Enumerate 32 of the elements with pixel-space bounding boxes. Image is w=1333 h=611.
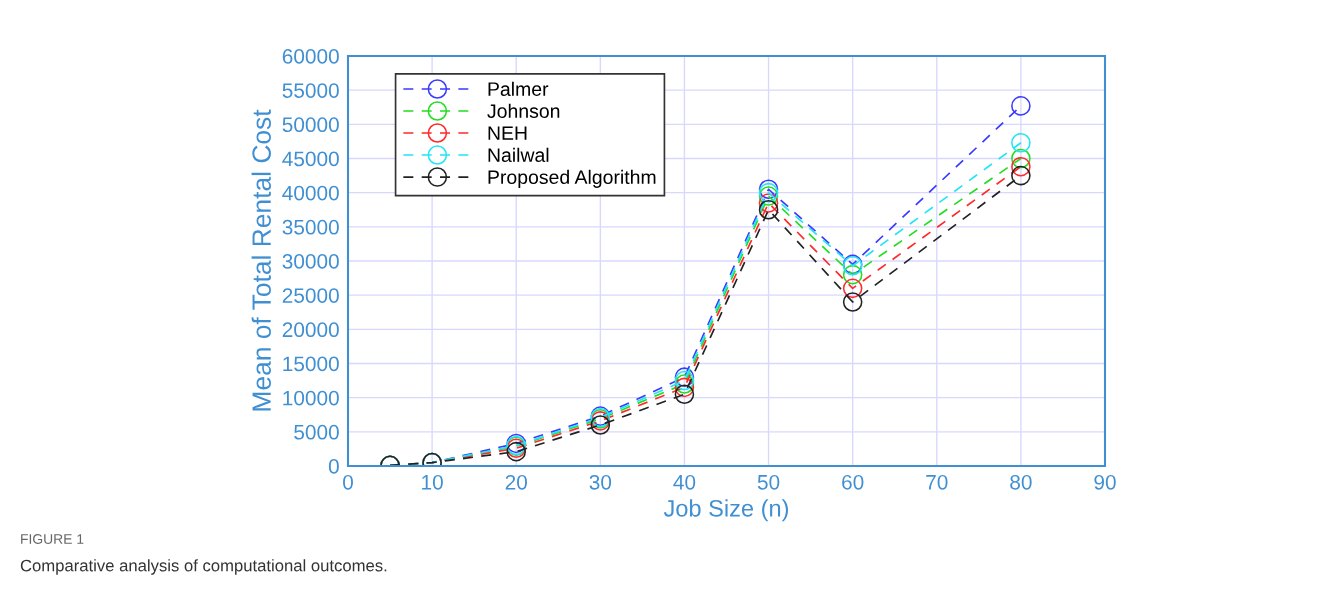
x-tick-label: 50 xyxy=(757,474,780,490)
y-tick-label: 55000 xyxy=(282,83,339,98)
legend-label: Palmer xyxy=(488,81,549,96)
legend-label: NEH xyxy=(488,126,527,140)
y-tick-label: 20000 xyxy=(282,322,339,338)
x-tick-label: 20 xyxy=(505,474,527,490)
y-tick-label: 10000 xyxy=(283,390,339,406)
legend-label: Proposed Algorithm xyxy=(488,169,656,188)
text: Comparative analysis of computational outcomes. xyxy=(20,559,387,575)
y-tick-label: 35000 xyxy=(282,219,339,235)
x-tick-label: 70 xyxy=(926,474,948,490)
x-axis-title: Job Size (n) xyxy=(663,499,789,522)
y-tick-label: 5000 xyxy=(294,424,339,440)
y-tick-label: 30000 xyxy=(282,254,339,269)
x-tick-label: 30 xyxy=(589,474,612,490)
legend-label: Nailwal xyxy=(488,147,549,163)
caption: FIGURE 1 xyxy=(21,534,84,544)
y-tick-label: 0 xyxy=(328,459,339,474)
y-tick-label: 60000 xyxy=(282,49,339,64)
x-tick-label: 60 xyxy=(842,474,864,490)
x-tick-label: 80 xyxy=(1010,474,1032,490)
x-tick-label: 0 xyxy=(343,474,353,490)
x-tick-label: 40 xyxy=(673,474,696,490)
y-tick-label: 40000 xyxy=(282,185,339,201)
y-tick-label: 15000 xyxy=(283,356,339,372)
y-tick-label: 50000 xyxy=(282,117,339,133)
y-axis-title: Mean of Total Rental Cost xyxy=(251,109,271,411)
x-tick-label: 10 xyxy=(422,474,443,490)
legend-label: Johnson xyxy=(487,103,560,118)
y-tick-label: 45000 xyxy=(282,151,339,167)
y-tick-label: 25000 xyxy=(282,288,339,303)
x-tick-label: 90 xyxy=(1094,474,1116,490)
